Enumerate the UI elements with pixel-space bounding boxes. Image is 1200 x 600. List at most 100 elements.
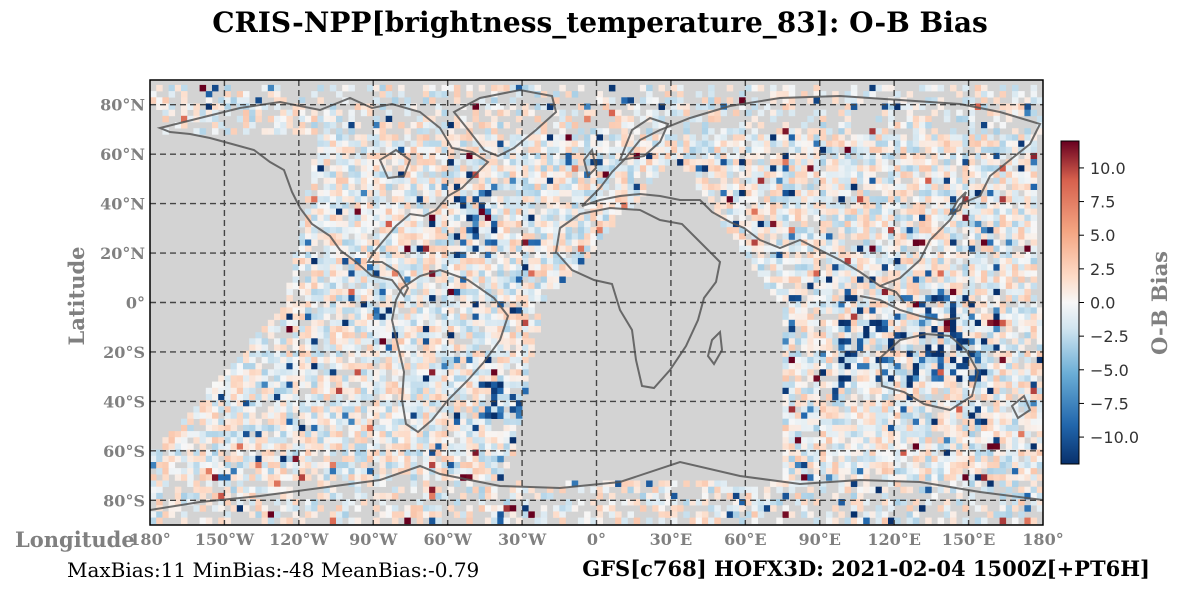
bias-cell (522, 313, 529, 321)
bias-cell (559, 227, 566, 234)
bias-cell (317, 424, 324, 432)
bias-cell (503, 424, 510, 432)
bias-cell (602, 214, 610, 222)
bias-cell (689, 134, 696, 141)
bias-cell (373, 171, 380, 178)
bias-cell (987, 264, 994, 271)
bias-cell (943, 400, 951, 407)
bias-cell (522, 369, 529, 376)
bias-cell (850, 394, 858, 401)
bias-cell (838, 270, 845, 277)
bias-cell (993, 332, 1000, 339)
bias-cell (373, 251, 380, 259)
bias-cell (596, 165, 603, 172)
bias-cell (348, 171, 355, 178)
bias-cell (491, 183, 498, 191)
bias-cell (1005, 146, 1013, 154)
bias-cell (1036, 350, 1043, 358)
bias-cell (782, 208, 789, 216)
bias-cell (689, 115, 696, 123)
bias-cell (441, 375, 448, 382)
bias-cell (677, 91, 684, 98)
bias-cell (484, 338, 492, 345)
bias-cell (819, 233, 827, 240)
bias-cell (546, 152, 554, 160)
bias-cell (391, 375, 399, 382)
bias-cell (968, 443, 976, 450)
bias-cell (422, 307, 430, 314)
bias-cell (435, 319, 442, 327)
bias-cell (553, 208, 560, 216)
bias-cell (981, 122, 988, 129)
bias-cell (497, 122, 504, 129)
bias-cell (565, 258, 572, 265)
bias-cell (416, 264, 424, 271)
bias-cell (472, 140, 479, 148)
bias-cell (286, 307, 293, 314)
bias-cell (515, 412, 523, 419)
bias-cell (813, 394, 820, 401)
bias-cell (286, 109, 293, 117)
bias-cell (863, 233, 870, 240)
bias-cell (453, 270, 461, 277)
bias-cell (336, 233, 343, 240)
bias-cell (826, 233, 833, 240)
bias-cell (826, 350, 833, 358)
bias-cell (342, 159, 349, 166)
bias-cell (497, 387, 504, 395)
bias-cell (460, 326, 467, 333)
bias-cell (863, 140, 870, 148)
bias-cell (503, 394, 510, 401)
bias-cell (243, 400, 250, 407)
bias-cell (305, 381, 312, 389)
bias-cell (962, 171, 969, 178)
bias-cell (1005, 190, 1013, 197)
bias-cell (881, 245, 889, 253)
bias-cell (410, 418, 417, 426)
bias-cell (974, 288, 982, 296)
bias-cell (348, 344, 355, 351)
bias-cell (794, 319, 802, 327)
bias-cell (491, 369, 498, 376)
bias-cell (323, 115, 331, 123)
bias-cell (298, 443, 306, 450)
bias-cell (429, 196, 436, 203)
bias-cell (906, 270, 914, 277)
bias-cell (937, 326, 945, 333)
bias-cell (850, 319, 858, 327)
bias-cell (1005, 103, 1013, 110)
bias-cell (559, 140, 566, 148)
bias-cell (875, 202, 883, 209)
bias-cell (323, 288, 331, 296)
bias-cell (584, 214, 591, 222)
bias-cell (367, 387, 374, 395)
bias-cell (931, 220, 938, 228)
bias-cell (993, 239, 1000, 246)
bias-cell (360, 214, 368, 222)
bias-cell (484, 109, 492, 117)
bias-cell (515, 363, 523, 370)
bias-cell (950, 177, 957, 185)
bias-cell (925, 134, 932, 141)
bias-cell (869, 356, 876, 364)
bias-cell (187, 115, 194, 123)
bias-cell (962, 313, 969, 321)
bias-cell (701, 152, 709, 160)
bias-cell (881, 214, 889, 222)
bias-cell (826, 177, 833, 185)
bias-cell (968, 418, 976, 426)
bias-cell (416, 375, 424, 382)
bias-cell (565, 134, 572, 141)
bias-cell (981, 301, 988, 308)
bias-cell (336, 412, 343, 419)
bias-cell (385, 301, 393, 308)
bias-cell (627, 103, 634, 110)
bias-cell (863, 350, 870, 358)
bias-cell (360, 282, 368, 290)
bias-cell (900, 258, 907, 265)
bias-cell (770, 258, 777, 265)
bias-cell (435, 276, 442, 283)
bias-cell (317, 350, 324, 358)
bias-cell (788, 406, 796, 413)
bias-cell (298, 356, 306, 364)
